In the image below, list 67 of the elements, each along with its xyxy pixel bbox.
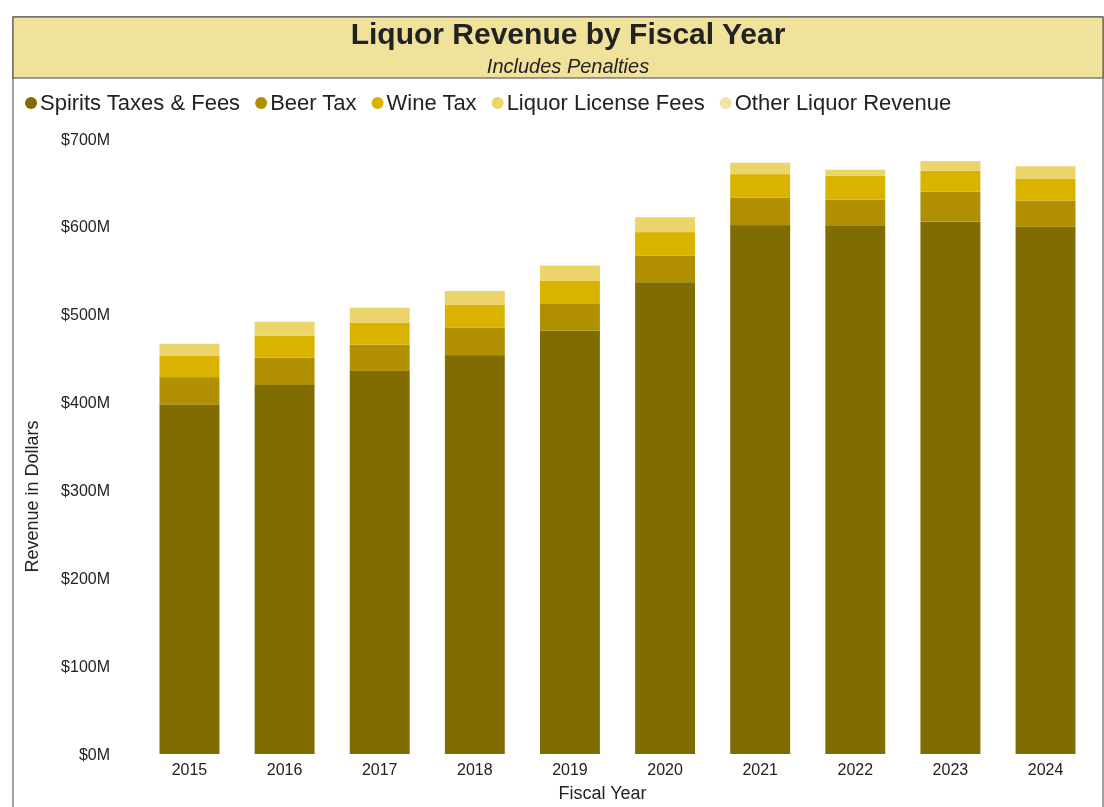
bar [254,321,315,336]
bar [730,162,791,175]
x-axis-title: Fiscal Year [558,783,647,803]
bar [444,327,505,356]
bar [159,356,220,378]
legend-label: Spirits Taxes & Fees [40,90,241,115]
bar [1015,166,1076,179]
chart-subtitle: Includes Penalties [486,55,650,77]
bar [159,404,220,754]
y-tick-label: $300M [61,482,110,500]
legend-label: Beer Tax [270,90,357,115]
bar [254,335,315,358]
y-tick-label: $0M [78,745,110,763]
bar [539,330,600,754]
bar [539,265,600,281]
y-axis-title: Revenue in Dollars [22,420,42,573]
legend-label: Wine Tax [386,90,477,115]
x-tick-label: 2023 [932,761,969,779]
bar [825,169,886,176]
bar [730,174,791,198]
bar [254,385,315,754]
bar [539,303,600,331]
x-tick-label: 2015 [171,761,208,779]
bar [349,307,410,323]
x-tick-label: 2016 [266,761,303,779]
bar [825,175,886,200]
y-tick-label: $200M [61,569,110,587]
x-tick-label: 2020 [647,761,683,779]
bar [730,197,791,226]
bar [635,255,696,283]
bar [635,282,696,754]
bar [1015,178,1076,201]
y-tick-label: $600M [61,218,110,236]
bar [920,191,981,222]
bar [730,225,791,754]
y-tick-label: $100M [61,657,110,675]
bar [825,225,886,754]
bar [349,370,410,754]
bar [825,199,886,226]
bar [920,160,981,171]
bar [635,232,696,256]
bar [635,217,696,233]
bar [444,355,505,754]
x-tick-label: 2017 [361,761,398,779]
legend-label: Liquor License Fees [506,90,705,115]
bar [1015,226,1076,754]
bar [444,290,505,306]
y-tick-label: $400M [61,394,110,412]
bar [1015,200,1076,227]
y-tick-label: $700M [61,130,110,148]
chart-title: Liquor Revenue by Fiscal Year [350,17,786,50]
bar [539,280,600,304]
y-tick-label: $500M [61,306,110,324]
x-tick-label: 2021 [742,761,779,779]
bar [159,343,220,357]
x-tick-label: 2018 [457,761,493,779]
bar [159,377,220,405]
x-tick-label: 2019 [552,761,588,779]
x-tick-label: 2022 [837,761,874,779]
bar [349,322,410,345]
legend-label: Other Liquor Revenue [734,90,952,115]
bar [920,170,981,192]
bar [254,357,315,385]
x-tick-label: 2024 [1027,761,1064,779]
bar [920,221,981,754]
bar [349,344,410,371]
bar [444,305,505,328]
